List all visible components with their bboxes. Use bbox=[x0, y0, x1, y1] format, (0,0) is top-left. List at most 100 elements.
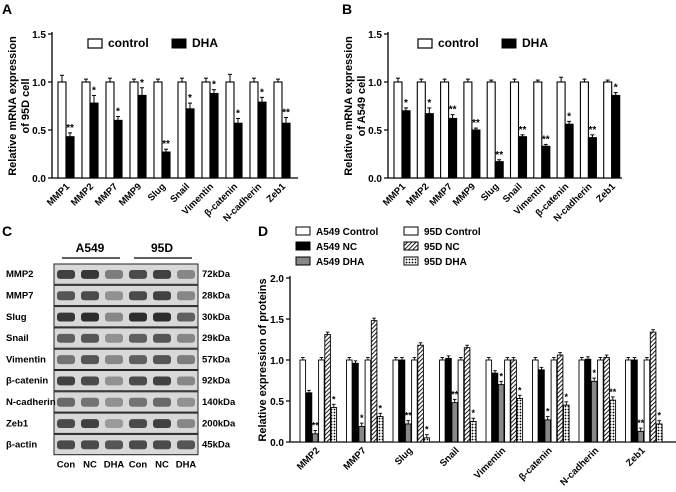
significance-marker: ** bbox=[451, 389, 459, 399]
y-axis-label: Relative mRNA expressionof 95D cell bbox=[7, 36, 32, 176]
bar-dha bbox=[424, 113, 434, 179]
blot-band bbox=[177, 397, 195, 407]
x-tick-label: MMP2 bbox=[69, 181, 96, 208]
significance-marker: ** bbox=[637, 418, 645, 428]
blot-band bbox=[153, 376, 171, 386]
y-axis-label-line: Relative mRNA expression bbox=[343, 36, 355, 176]
significance-marker: * bbox=[379, 403, 383, 413]
blot-band bbox=[81, 291, 99, 301]
blot-band bbox=[153, 291, 171, 301]
blot-band bbox=[129, 440, 147, 450]
bar-a549-dha bbox=[358, 425, 365, 443]
significance-marker: * bbox=[658, 411, 662, 421]
bar-95d-nc bbox=[556, 354, 564, 443]
legend-swatch bbox=[403, 226, 419, 236]
blot-band bbox=[177, 376, 195, 386]
size-label: 57kDa bbox=[202, 354, 231, 365]
x-tick-label: Slug bbox=[146, 181, 168, 203]
bar-dha bbox=[611, 94, 621, 179]
legend-label: A549 Control bbox=[316, 227, 378, 238]
bar-dha bbox=[471, 129, 481, 179]
legend-label-dha: DHA bbox=[522, 36, 548, 50]
panel-label: A bbox=[2, 1, 12, 17]
panel-label: C bbox=[2, 223, 12, 239]
bar-a549-control bbox=[485, 359, 493, 443]
bar-a549-dha bbox=[590, 380, 598, 443]
blot-strip bbox=[53, 284, 199, 307]
blot-band bbox=[153, 269, 171, 279]
y-tick-label: 2.0 bbox=[270, 274, 284, 285]
bar-a549-control bbox=[625, 359, 632, 443]
blot-band bbox=[57, 291, 75, 301]
bar-95d-control bbox=[411, 359, 418, 443]
lane-label: DHA bbox=[104, 460, 125, 471]
blot-band bbox=[57, 269, 75, 279]
y-tick-label: 0.5 bbox=[368, 126, 382, 137]
bar-control bbox=[201, 81, 211, 179]
significance-marker: * bbox=[472, 408, 476, 418]
bar-control bbox=[129, 81, 139, 179]
legend-swatch-control bbox=[417, 38, 433, 49]
blot-strip bbox=[53, 370, 199, 392]
blot-band bbox=[57, 397, 75, 407]
legend-label: A549 DHA bbox=[316, 257, 364, 268]
x-tick-label: N-cadherin bbox=[558, 445, 601, 488]
x-tick-label: MMP1 bbox=[381, 181, 409, 209]
bar-a549-dha bbox=[311, 433, 319, 443]
protein-label: MMP2 bbox=[6, 269, 33, 280]
significance-marker: * bbox=[212, 80, 216, 91]
blot-band bbox=[57, 333, 75, 343]
blot-band bbox=[129, 312, 147, 322]
significance-marker: ** bbox=[66, 123, 74, 134]
blot-band bbox=[153, 419, 171, 429]
bar-a549-control bbox=[532, 359, 539, 443]
panel-label: B bbox=[342, 1, 352, 17]
blot-strip bbox=[53, 306, 199, 328]
size-label: 29kDa bbox=[202, 333, 231, 344]
bar-dha bbox=[161, 151, 171, 179]
bar-95d-dha bbox=[470, 421, 477, 443]
lane-label: Con bbox=[129, 460, 148, 471]
bar-95d-control bbox=[364, 359, 372, 443]
blot-strip bbox=[53, 391, 199, 413]
protein-label: Slug bbox=[6, 312, 27, 323]
bar-95d-control bbox=[504, 359, 511, 443]
bar-95d-dha bbox=[423, 437, 431, 443]
bar-dha bbox=[65, 136, 75, 179]
blot-band bbox=[57, 355, 75, 365]
protein-label: Snail bbox=[6, 333, 29, 344]
bar-dha bbox=[494, 161, 504, 179]
size-label: 140kDa bbox=[202, 397, 236, 408]
x-tick-label: β-catenin bbox=[517, 445, 555, 483]
bar-95d-control bbox=[597, 359, 604, 443]
x-tick-label: MMP9 bbox=[451, 181, 478, 208]
x-tick-label: MMP7 bbox=[428, 181, 455, 208]
blot-band bbox=[177, 333, 195, 343]
blot-band bbox=[105, 397, 123, 407]
x-tick-label: Zeb1 bbox=[624, 445, 648, 469]
x-tick-label: MMP1 bbox=[45, 181, 73, 209]
bar-a549-nc bbox=[631, 359, 638, 443]
y-tick-label: 0.0 bbox=[368, 174, 382, 185]
legend-label: 95D DHA bbox=[424, 257, 467, 268]
blot-band bbox=[177, 419, 195, 429]
bar-control bbox=[579, 81, 589, 179]
group-label: A549 bbox=[76, 241, 105, 255]
bar-dha bbox=[89, 102, 99, 179]
legend-swatch-control bbox=[87, 38, 103, 49]
significance-marker: * bbox=[518, 385, 522, 395]
bar-a549-nc bbox=[491, 372, 499, 443]
panel-label: D bbox=[258, 223, 268, 239]
y-axis-label-line: of A549 cell bbox=[356, 76, 368, 137]
bar-a549-control bbox=[346, 359, 353, 443]
bar-control bbox=[249, 81, 259, 179]
bar-dha bbox=[281, 122, 291, 179]
significance-marker: ** bbox=[449, 105, 457, 116]
x-tick-label: Slug bbox=[479, 181, 501, 203]
significance-marker: * bbox=[592, 368, 596, 378]
bar-a549-nc bbox=[538, 369, 545, 443]
legend-swatch bbox=[403, 241, 419, 251]
y-tick-label: 1.0 bbox=[270, 356, 284, 367]
x-tick-label: MMP7 bbox=[93, 181, 120, 208]
bar-dha bbox=[448, 117, 458, 179]
